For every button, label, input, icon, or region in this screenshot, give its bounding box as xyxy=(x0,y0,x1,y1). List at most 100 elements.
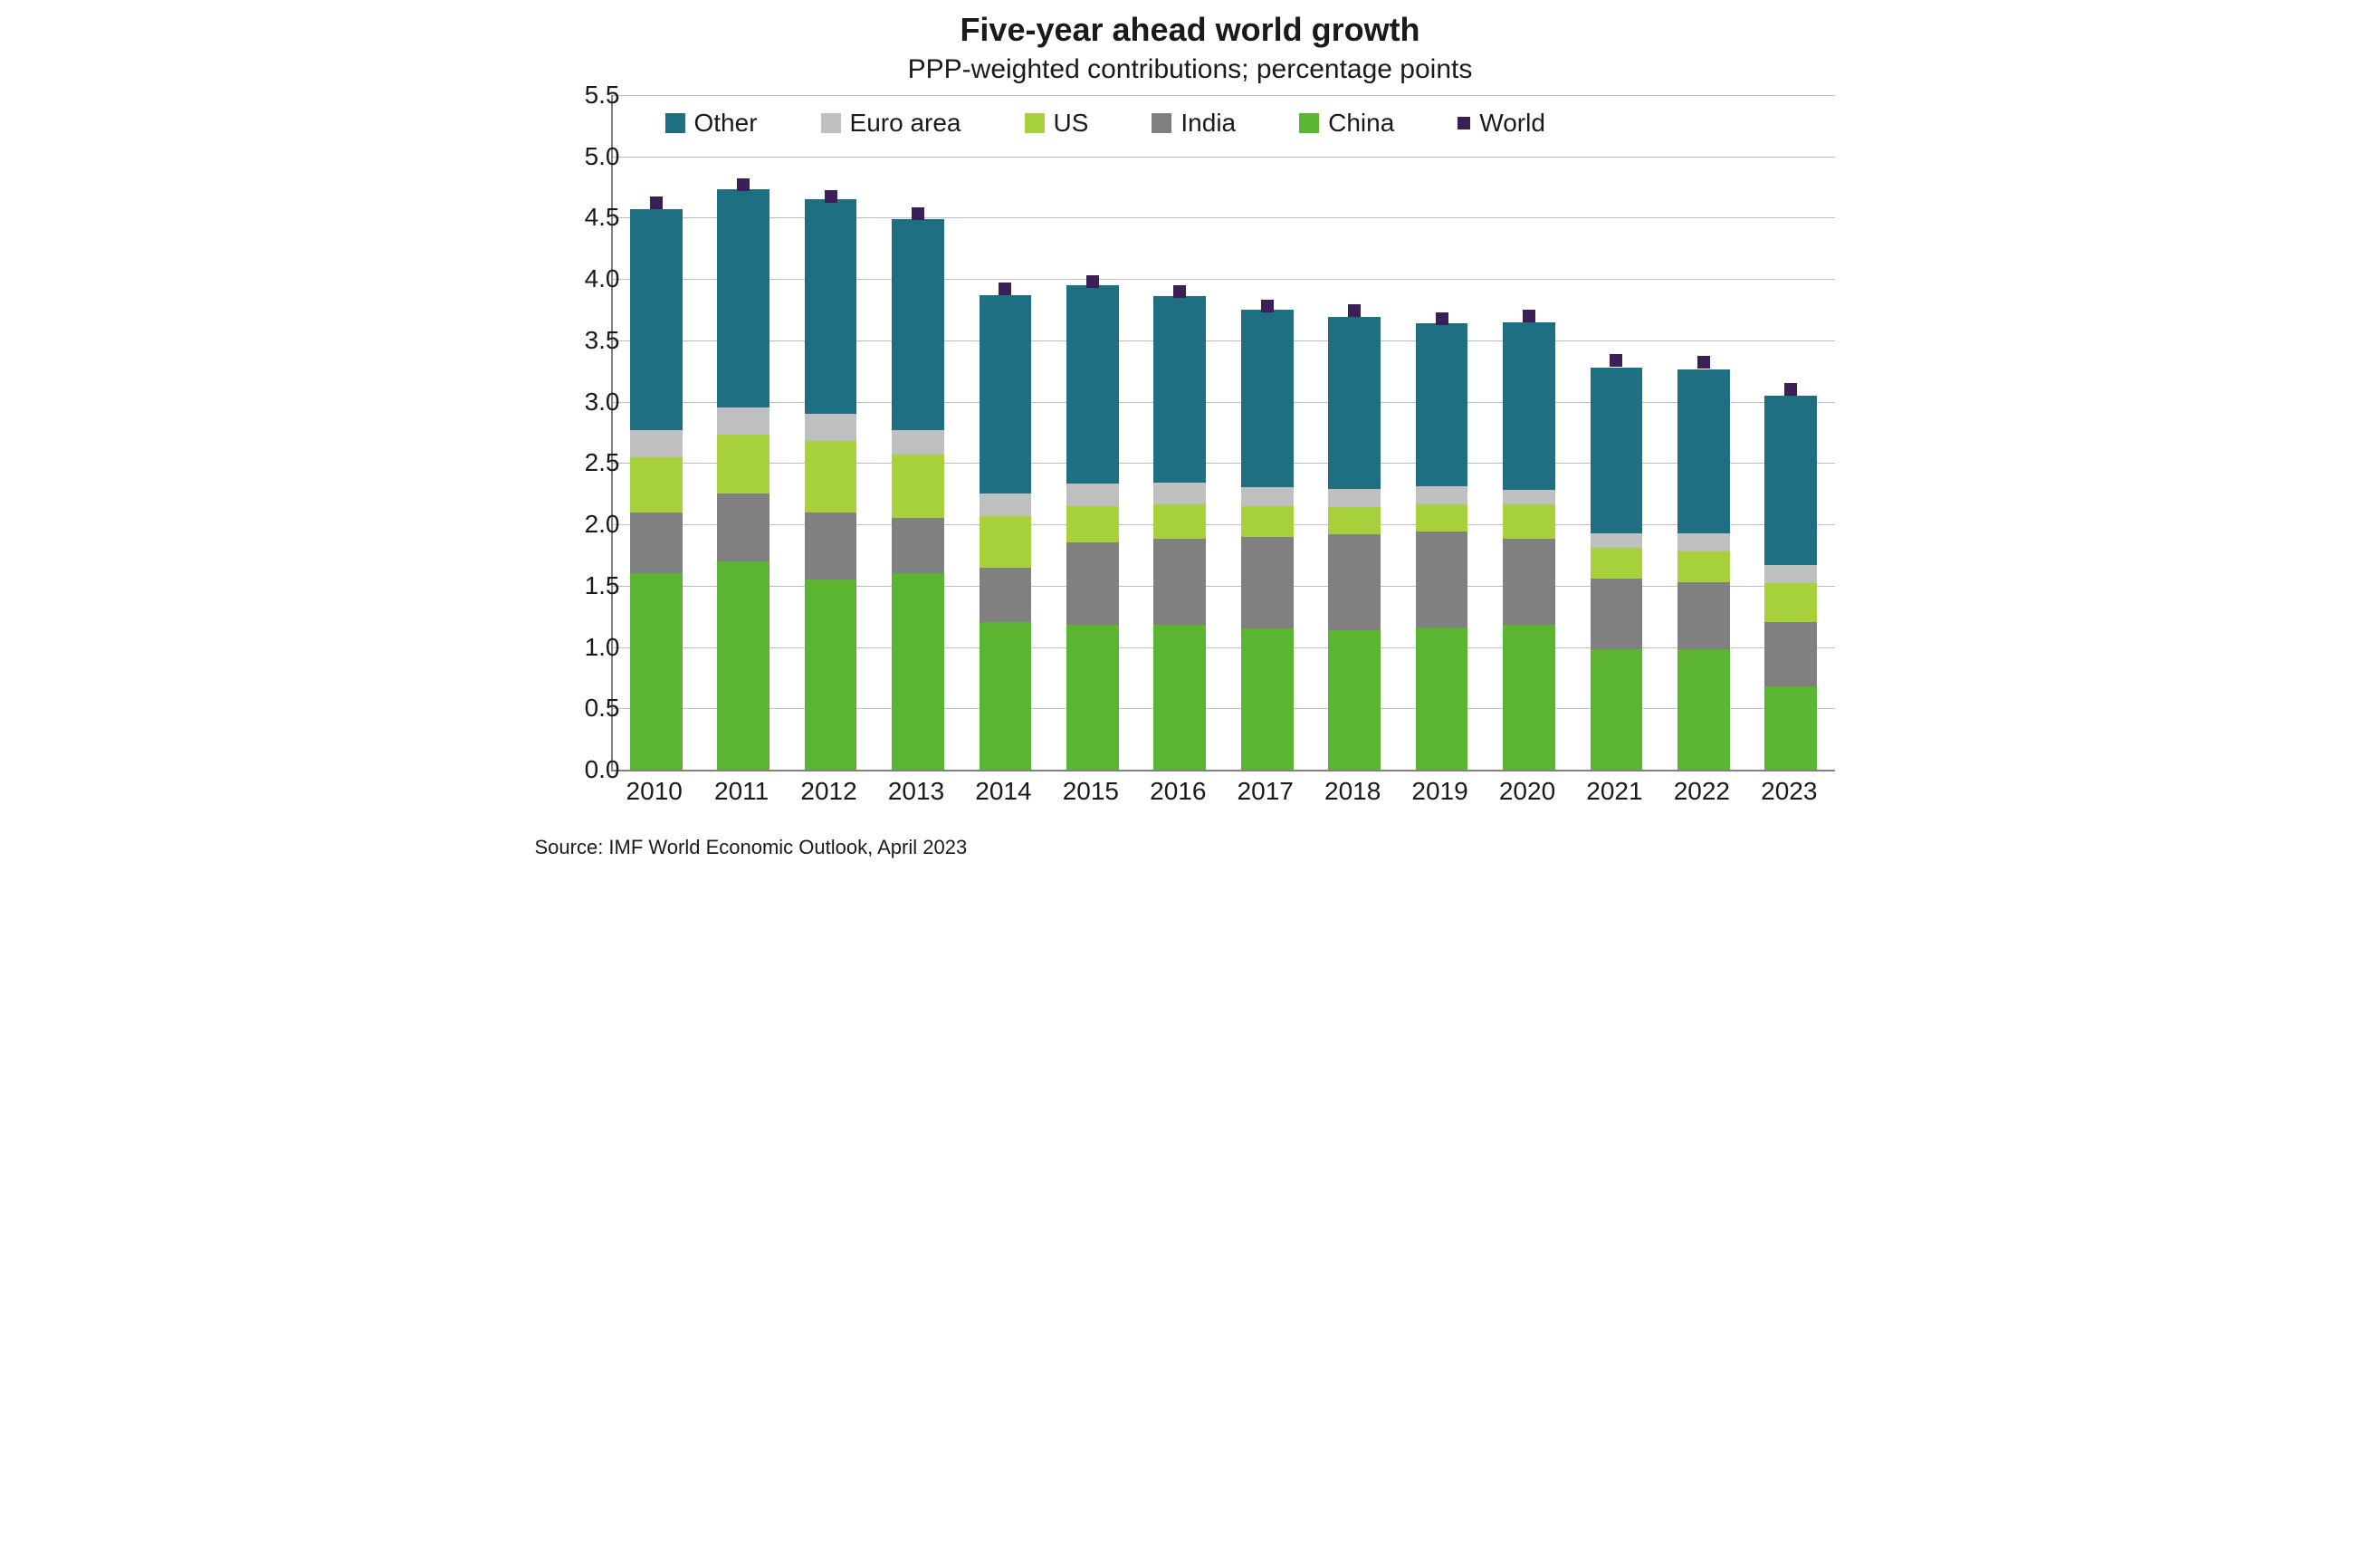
world-marker xyxy=(1348,304,1361,317)
bar-seg-other xyxy=(1591,368,1643,533)
world-marker xyxy=(825,190,837,203)
world-marker xyxy=(1173,285,1186,298)
bar-seg-india xyxy=(1328,534,1381,630)
world-marker xyxy=(1784,383,1797,396)
x-tick-label: 2015 xyxy=(1063,777,1119,806)
bar-seg-china xyxy=(1153,625,1206,770)
x-tick-label: 2013 xyxy=(888,777,944,806)
bar-seg-india xyxy=(1591,579,1643,650)
bar-seg-china xyxy=(1066,625,1119,770)
y-tick-label: 0.5 xyxy=(548,694,620,723)
x-tick-label: 2021 xyxy=(1586,777,1642,806)
bar-seg-other xyxy=(805,199,857,414)
bar-seg-euro xyxy=(1328,489,1381,507)
x-tick-label: 2022 xyxy=(1674,777,1730,806)
x-tick-label: 2016 xyxy=(1150,777,1206,806)
world-marker xyxy=(1697,356,1710,369)
y-tick-label: 0.0 xyxy=(548,755,620,784)
bar-seg-us xyxy=(892,455,944,518)
bar-seg-us xyxy=(717,435,769,494)
bar-seg-euro xyxy=(892,430,944,455)
bar-seg-us xyxy=(1328,507,1381,534)
gridline xyxy=(613,217,1835,218)
bar-seg-other xyxy=(892,219,944,430)
gridline xyxy=(613,95,1835,96)
bar-seg-india xyxy=(1241,537,1294,629)
bar-seg-us xyxy=(1153,504,1206,539)
world-marker xyxy=(1436,312,1448,325)
bar-seg-other xyxy=(980,295,1032,494)
bar-seg-india xyxy=(717,494,769,561)
bar-seg-other xyxy=(1153,296,1206,483)
x-tick-label: 2019 xyxy=(1411,777,1467,806)
bar-seg-india xyxy=(630,513,683,574)
bar-seg-euro xyxy=(1153,483,1206,504)
bar-seg-euro xyxy=(1416,486,1468,504)
x-tick-label: 2011 xyxy=(714,777,769,806)
gridline xyxy=(613,463,1835,464)
bar-seg-euro xyxy=(805,414,857,441)
bar-seg-us xyxy=(1764,583,1817,622)
y-tick-label: 5.5 xyxy=(548,81,620,110)
world-marker xyxy=(1610,354,1622,367)
gridline xyxy=(613,340,1835,341)
bar-seg-india xyxy=(1066,542,1119,625)
bar-seg-china xyxy=(1416,628,1468,770)
x-tick-label: 2020 xyxy=(1499,777,1555,806)
y-tick-label: 4.5 xyxy=(548,203,620,232)
gridline xyxy=(613,157,1835,158)
gridline xyxy=(613,647,1835,648)
bar-seg-other xyxy=(717,189,769,407)
bar-seg-euro xyxy=(1677,533,1730,551)
bar-seg-euro xyxy=(1503,490,1555,504)
world-marker xyxy=(1086,275,1099,288)
bar-seg-china xyxy=(717,561,769,770)
bar-seg-india xyxy=(1764,622,1817,685)
bar-seg-us xyxy=(980,516,1032,568)
bar-seg-euro xyxy=(1066,484,1119,505)
y-tick-label: 2.5 xyxy=(548,448,620,477)
bar-seg-other xyxy=(1764,396,1817,565)
y-tick-label: 2.0 xyxy=(548,510,620,539)
gridline xyxy=(613,279,1835,280)
bar-seg-china xyxy=(892,573,944,770)
x-tick-label: 2018 xyxy=(1324,777,1381,806)
plot-area xyxy=(611,95,1835,771)
world-marker xyxy=(650,196,663,209)
bar-seg-china xyxy=(980,622,1032,770)
bar-seg-china xyxy=(1328,630,1381,770)
bar-seg-euro xyxy=(1591,533,1643,548)
bar-seg-china xyxy=(805,580,857,770)
y-tick-label: 3.0 xyxy=(548,388,620,417)
bar-seg-india xyxy=(1416,532,1468,628)
bar-seg-us xyxy=(1416,504,1468,532)
bar-seg-other xyxy=(1677,369,1730,532)
bar-seg-other xyxy=(1328,317,1381,489)
bar-seg-us xyxy=(805,441,857,513)
bar-seg-china xyxy=(1591,649,1643,770)
bar-seg-euro xyxy=(1241,487,1294,505)
bar-seg-india xyxy=(805,513,857,580)
bar-seg-india xyxy=(1503,539,1555,625)
x-tick-label: 2010 xyxy=(626,777,683,806)
gridline xyxy=(613,524,1835,525)
bar-seg-other xyxy=(1241,310,1294,487)
bar-seg-india xyxy=(980,568,1032,623)
x-tick-label: 2014 xyxy=(975,777,1031,806)
y-tick-label: 1.0 xyxy=(548,633,620,662)
bar-seg-china xyxy=(630,573,683,770)
chart-container: Five-year ahead world growth PPP-weighte… xyxy=(530,0,1851,865)
bar-seg-us xyxy=(1677,551,1730,582)
bar-seg-euro xyxy=(980,494,1032,515)
bar-seg-other xyxy=(1066,285,1119,484)
chart-title: Five-year ahead world growth xyxy=(530,11,1851,49)
y-tick-label: 4.0 xyxy=(548,264,620,293)
bar-seg-euro xyxy=(1764,565,1817,583)
bar-seg-us xyxy=(1241,506,1294,537)
world-marker xyxy=(912,207,924,220)
bar-seg-euro xyxy=(717,407,769,435)
bar-seg-china xyxy=(1677,649,1730,770)
chart-subtitle: PPP-weighted contributions; percentage p… xyxy=(530,54,1851,85)
bar-seg-other xyxy=(630,209,683,430)
bar-seg-india xyxy=(1153,539,1206,625)
